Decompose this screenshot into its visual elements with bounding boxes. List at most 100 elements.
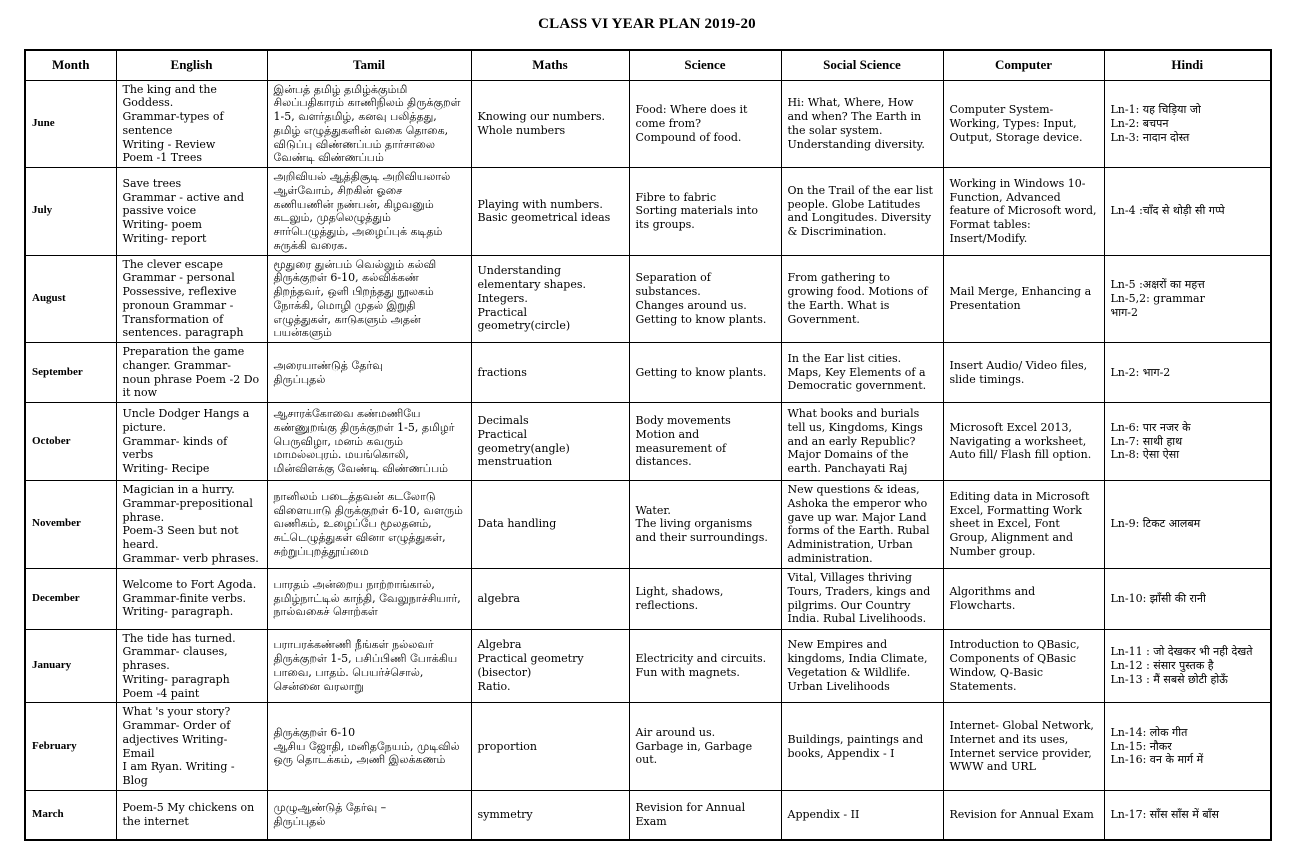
english-cell: Welcome to Fort Agoda. Grammar-finite ve…	[115, 567, 268, 630]
english-cell: Uncle Dodger Hangs a picture. Grammar- k…	[115, 402, 268, 481]
header-row: Month English Tamil Maths Science Social…	[24, 49, 1272, 81]
computer-cell: Algorithms and Flowcharts.	[942, 567, 1105, 630]
month-cell: July	[24, 167, 117, 256]
column-header-social-science: Social Science	[780, 49, 944, 81]
column-header-month: Month	[24, 49, 117, 81]
maths-cell: symmetry	[470, 789, 630, 841]
tamil-cell: பராபரக்கண்ணி நீங்கள் நல்லவர் திருக்குறள்…	[266, 628, 472, 704]
tamil-cell: அரையாண்டுத் தேர்வு திருப்புதல்	[266, 342, 472, 403]
tamil-cell: ஆசாரக்கோவை கண்மணியே கண்ணுறங்கு திருக்குற…	[266, 402, 472, 481]
computer-cell: Insert Audio/ Video files, slide timings…	[942, 342, 1105, 403]
english-cell: Magician in a hurry. Grammar-preposition…	[115, 480, 268, 569]
hindi-cell: Ln-9: टिकट आलबम	[1103, 480, 1272, 569]
social-science-cell: From gathering to growing food. Motions …	[780, 254, 944, 343]
social-science-cell: On the Trail of the ear list people. Glo…	[780, 167, 944, 256]
month-cell: December	[24, 567, 117, 630]
english-cell: Preparation the game changer. Grammar- n…	[115, 342, 268, 403]
hindi-cell: Ln-5 :अक्षरों का महत्त Ln-5,2: grammar भ…	[1103, 254, 1272, 343]
month-cell: February	[24, 702, 117, 791]
english-cell: Save trees Grammar - active and passive …	[115, 167, 268, 256]
maths-cell: Decimals Practical geometry(angle) menst…	[470, 402, 630, 481]
social-science-cell: Vital, Villages thriving Tours, Traders,…	[780, 567, 944, 630]
maths-cell: Data handling	[470, 480, 630, 569]
maths-cell: Playing with numbers. Basic geometrical …	[470, 167, 630, 256]
tamil-cell: முழுஆண்டுத் தேர்வு – திருப்புதல்	[266, 789, 472, 841]
computer-cell: Internet- Global Network, Internet and i…	[942, 702, 1105, 791]
table-row: January The tide has turned. Grammar- cl…	[24, 628, 1272, 704]
maths-cell: algebra	[470, 567, 630, 630]
social-science-cell: Hi: What, Where, How and when? The Earth…	[780, 79, 944, 168]
social-science-cell: What books and burials tell us, Kingdoms…	[780, 402, 944, 481]
table-row: June The king and the Goddess. Grammar-t…	[24, 79, 1272, 168]
english-cell: Poem-5 My chickens on the internet	[115, 789, 268, 841]
month-cell: June	[24, 79, 117, 168]
tamil-cell: நானிலம் படைத்தவன் கடலோடு விளையாடு திருக்…	[266, 480, 472, 569]
maths-cell: Knowing our numbers. Whole numbers	[470, 79, 630, 168]
year-plan-table: Month English Tamil Maths Science Social…	[24, 49, 1272, 842]
tamil-cell: அறிவியல் ஆத்திசூடி அறிவியலால் ஆள்வோம், ச…	[266, 167, 472, 256]
hindi-cell: Ln-17: साँस साँस में बाँस	[1103, 789, 1272, 841]
hindi-cell: Ln-11 : जो देखकर भी नही देखते Ln-12 : सं…	[1103, 628, 1272, 704]
hindi-cell: Ln-14: लोक गीत Ln-15: नौकर Ln-16: वन के …	[1103, 702, 1272, 791]
tamil-cell: மூதுரை துன்பம் வெல்லும் கல்வி திருக்குறள…	[266, 254, 472, 343]
english-cell: The clever escape Grammar - personal Pos…	[115, 254, 268, 343]
table-row: July Save trees Grammar - active and pas…	[24, 167, 1272, 256]
table-row: February What 's your story? Grammar- Or…	[24, 702, 1272, 791]
computer-cell: Introduction to QBasic, Components of QB…	[942, 628, 1105, 704]
tamil-cell: இன்பத் தமிழ் தமிழ்க்கும்மி சிலப்பதிகாரம்…	[266, 79, 472, 168]
column-header-science: Science	[628, 49, 782, 81]
science-cell: Air around us. Garbage in, Garbage out.	[628, 702, 782, 791]
month-cell: September	[24, 342, 117, 403]
english-cell: The king and the Goddess. Grammar-types …	[115, 79, 268, 168]
computer-cell: Editing data in Microsoft Excel, Formatt…	[942, 480, 1105, 569]
tamil-cell: பாரதம் அன்றைய நாற்றாங்கால், தமிழ்நாட்டில…	[266, 567, 472, 630]
table-row: December Welcome to Fort Agoda. Grammar-…	[24, 567, 1272, 630]
science-cell: Water. The living organisms and their su…	[628, 480, 782, 569]
computer-cell: Computer System-Working, Types: Input, O…	[942, 79, 1105, 168]
hindi-cell: Ln-4 :चाँद से थोड़ी सी गप्पे	[1103, 167, 1272, 256]
month-cell: October	[24, 402, 117, 481]
science-cell: Body movements Motion and measurement of…	[628, 402, 782, 481]
science-cell: Light, shadows, reflections.	[628, 567, 782, 630]
hindi-cell: Ln-1: यह चिड़िया जो Ln-2: बचपन Ln-3: नाद…	[1103, 79, 1272, 168]
column-header-maths: Maths	[470, 49, 630, 81]
science-cell: Food: Where does it come from? Compound …	[628, 79, 782, 168]
table-row: November Magician in a hurry. Grammar-pr…	[24, 480, 1272, 569]
english-cell: What 's your story? Grammar- Order of ad…	[115, 702, 268, 791]
computer-cell: Working in Windows 10-Function, Advanced…	[942, 167, 1105, 256]
social-science-cell: New questions & ideas, Ashoka the empero…	[780, 480, 944, 569]
science-cell: Getting to know plants.	[628, 342, 782, 403]
computer-cell: Microsoft Excel 2013, Navigating a works…	[942, 402, 1105, 481]
social-science-cell: New Empires and kingdoms, India Climate,…	[780, 628, 944, 704]
column-header-tamil: Tamil	[266, 49, 472, 81]
maths-cell: fractions	[470, 342, 630, 403]
science-cell: Fibre to fabric Sorting materials into i…	[628, 167, 782, 256]
table-row: September Preparation the game changer. …	[24, 342, 1272, 403]
science-cell: Revision for Annual Exam	[628, 789, 782, 841]
tamil-cell: திருக்குறள் 6-10 ஆசிய ஜோதி, மனிதநேயம், ம…	[266, 702, 472, 791]
column-header-computer: Computer	[942, 49, 1105, 81]
hindi-cell: Ln-10: झाँसी की रानी	[1103, 567, 1272, 630]
computer-cell: Revision for Annual Exam	[942, 789, 1105, 841]
column-header-english: English	[115, 49, 268, 81]
social-science-cell: Appendix - II	[780, 789, 944, 841]
maths-cell: Algebra Practical geometry (bisector) Ra…	[470, 628, 630, 704]
maths-cell: proportion	[470, 702, 630, 791]
social-science-cell: In the Ear list cities. Maps, Key Elemen…	[780, 342, 944, 403]
table-row: October Uncle Dodger Hangs a picture. Gr…	[24, 402, 1272, 481]
column-header-hindi: Hindi	[1103, 49, 1272, 81]
month-cell: March	[24, 789, 117, 841]
science-cell: Electricity and circuits. Fun with magne…	[628, 628, 782, 704]
science-cell: Separation of substances. Changes around…	[628, 254, 782, 343]
month-cell: January	[24, 628, 117, 704]
page-title: CLASS VI YEAR PLAN 2019-20	[538, 16, 756, 32]
social-science-cell: Buildings, paintings and books, Appendix…	[780, 702, 944, 791]
hindi-cell: Ln-2: भाग-2	[1103, 342, 1272, 403]
table-row: March Poem-5 My chickens on the internet…	[24, 789, 1272, 841]
month-cell: August	[24, 254, 117, 343]
computer-cell: Mail Merge, Enhancing a Presentation	[942, 254, 1105, 343]
hindi-cell: Ln-6: पार नजर के Ln-7: साथी हाथ Ln-8: ऐस…	[1103, 402, 1272, 481]
table-row: August The clever escape Grammar - perso…	[24, 254, 1272, 343]
english-cell: The tide has turned. Grammar- clauses, p…	[115, 628, 268, 704]
